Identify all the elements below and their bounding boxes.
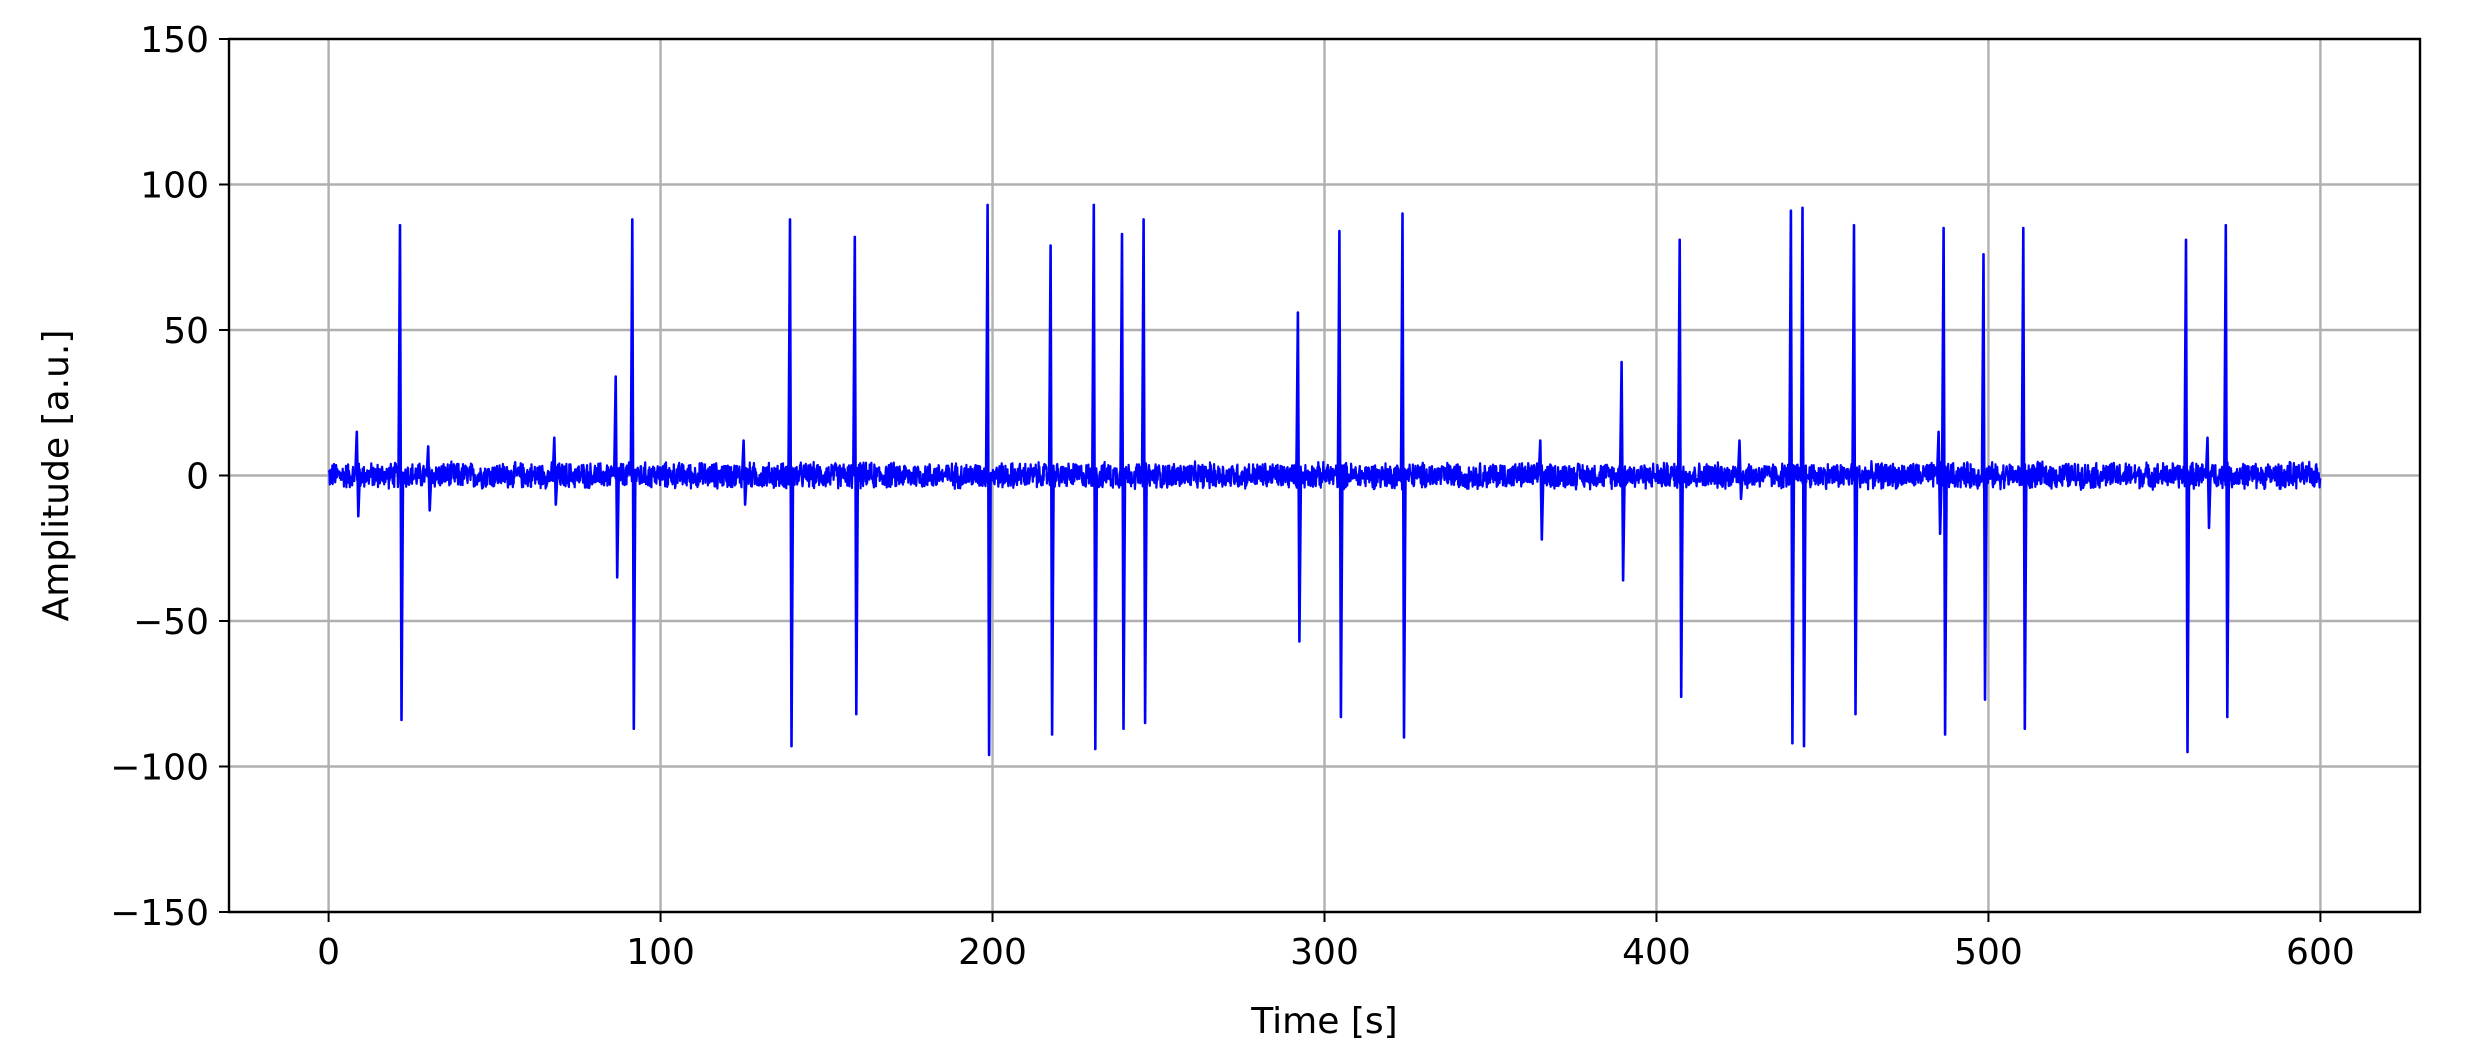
x-tick-label: 500 — [1954, 932, 2023, 973]
x-tick-label: 400 — [1622, 932, 1691, 973]
y-tick-label: 50 — [163, 311, 209, 352]
signal-spike — [397, 223, 405, 722]
y-tick-label: 150 — [140, 20, 209, 61]
signal-spike — [1940, 226, 1948, 736]
x-axis-label: Time [s] — [1250, 1001, 1397, 1042]
signal-spike — [551, 436, 559, 506]
y-tick-label: −150 — [110, 893, 209, 934]
signal-spike — [2204, 436, 2212, 530]
y-tick-label: 100 — [140, 166, 209, 207]
signal-spike — [740, 439, 748, 506]
y-axis-label: Amplitude [a.u.] — [36, 330, 77, 622]
signal-spike — [2020, 226, 2028, 730]
signal-spike — [1047, 244, 1055, 736]
signal-spike — [1295, 311, 1303, 643]
signal-baseline — [327, 460, 2322, 491]
signal-spike — [1140, 218, 1148, 725]
x-axis: 0 100 200 300 400 500 600 — [317, 912, 2355, 973]
signal-spike — [425, 445, 433, 512]
signal-spike — [1119, 232, 1127, 730]
x-tick-label: 300 — [1290, 932, 1359, 973]
signal-spike — [612, 375, 620, 579]
series-layer — [327, 203, 2322, 757]
signal-spike — [1676, 238, 1684, 698]
signal-spike — [1935, 430, 1943, 535]
signal-spike — [354, 430, 362, 518]
y-tick-label: −50 — [133, 602, 209, 643]
y-tick-label: −100 — [110, 748, 209, 789]
signal-spike — [1980, 253, 1988, 701]
signal-spike — [1618, 360, 1626, 582]
signal-spike — [1091, 203, 1099, 751]
signal-spike — [984, 203, 992, 757]
signal-spike — [1736, 439, 1744, 501]
x-tick-label: 0 — [317, 932, 340, 973]
x-tick-label: 100 — [626, 932, 695, 973]
y-tick-label: 0 — [186, 457, 209, 498]
signal-spike — [629, 218, 637, 730]
signal-spike — [1537, 439, 1545, 541]
signal-spike — [852, 235, 860, 716]
signal-spike — [1399, 212, 1407, 739]
signal-spike — [1336, 229, 1344, 719]
signal-spike — [1851, 223, 1859, 716]
signal-spike — [1799, 206, 1807, 748]
signal-spike — [787, 218, 795, 748]
signal-spike — [2223, 223, 2231, 719]
y-axis: −150 −100 −50 0 50 100 150 — [110, 20, 229, 934]
x-tick-label: 600 — [2286, 932, 2355, 973]
signal-spike — [1788, 209, 1796, 745]
signal-spike — [2183, 238, 2191, 754]
x-tick-label: 200 — [958, 932, 1027, 973]
